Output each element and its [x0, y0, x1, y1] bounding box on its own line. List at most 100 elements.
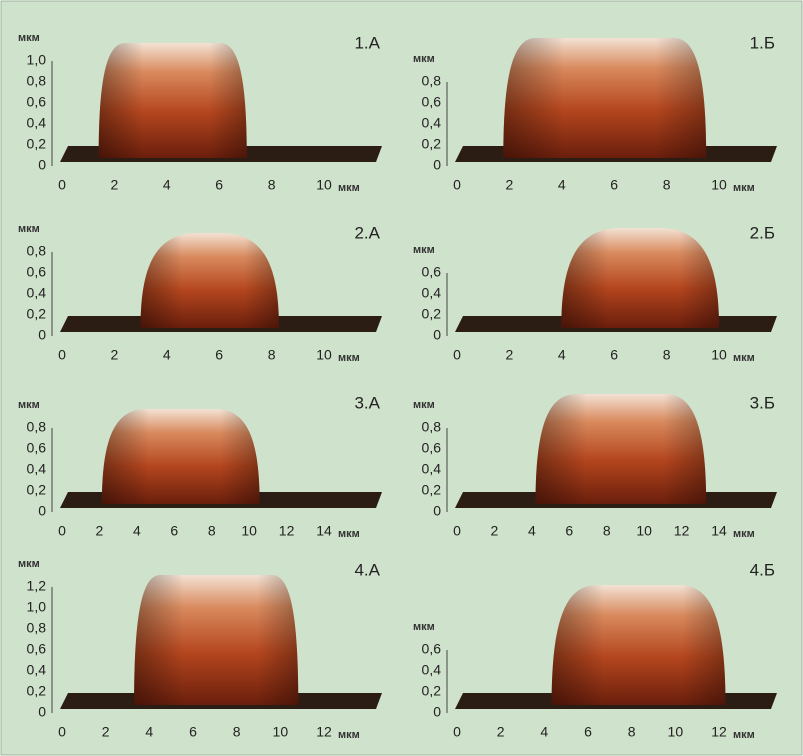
y-tick-label: 0,4 — [422, 285, 442, 301]
y-tick-label: 0 — [433, 157, 441, 173]
y-tick-label: 0,2 — [27, 683, 47, 699]
y-tick-label: 0,8 — [422, 419, 442, 435]
y-tick-label: 1,0 — [27, 52, 47, 68]
x-tick-label: 10 — [316, 177, 332, 193]
afm-shade — [536, 394, 707, 504]
x-tick-label: 8 — [268, 177, 276, 193]
y-unit: мкм — [413, 53, 435, 65]
y-tick-label: 0,8 — [422, 73, 442, 89]
x-tick-label: 6 — [215, 177, 223, 193]
y-tick-label: 0,6 — [422, 440, 442, 456]
x-tick-label: 8 — [233, 724, 241, 740]
x-tick-label: 10 — [636, 523, 652, 539]
y-tick-label: 0,4 — [27, 285, 47, 301]
x-tick-label: 4 — [163, 347, 171, 363]
x-tick-label: 0 — [58, 177, 66, 193]
y-tick-label: 0,2 — [27, 482, 47, 498]
afm-shade — [99, 43, 247, 158]
x-unit: мкм — [733, 352, 755, 364]
x-tick-label: 8 — [603, 523, 611, 539]
y-unit: мкм — [413, 244, 435, 256]
y-tick-label: 0,6 — [422, 264, 442, 280]
x-unit: мкм — [338, 528, 360, 540]
panel-label: 1.Б — [750, 33, 775, 52]
figure: мкм1,00,80,60,40,200246810мкм1.Амкм0,80,… — [0, 0, 803, 756]
x-tick-label: 0 — [453, 523, 461, 539]
y-unit: мкм — [18, 32, 40, 44]
y-tick-label: 0,4 — [422, 662, 442, 678]
x-tick-label: 10 — [273, 724, 289, 740]
afm-shade — [552, 585, 726, 705]
y-tick-label: 0,2 — [422, 306, 442, 322]
x-tick-label: 10 — [711, 347, 727, 363]
x-tick-label: 2 — [96, 523, 104, 539]
x-tick-label: 8 — [628, 724, 636, 740]
x-tick-label: 12 — [674, 523, 690, 539]
x-tick-label: 0 — [453, 724, 461, 740]
y-tick-label: 0,2 — [422, 482, 442, 498]
x-tick-label: 8 — [268, 347, 276, 363]
x-tick-label: 10 — [711, 177, 727, 193]
x-unit: мкм — [733, 182, 755, 194]
y-tick-label: 0,6 — [27, 94, 47, 110]
afm-shade — [561, 228, 719, 328]
y-tick-label: 0,6 — [422, 94, 442, 110]
x-unit: мкм — [338, 729, 360, 741]
x-tick-label: 2 — [111, 177, 119, 193]
y-tick-label: 0 — [38, 503, 46, 519]
x-tick-label: 4 — [133, 523, 141, 539]
x-unit: мкм — [733, 729, 755, 741]
x-tick-label: 10 — [241, 523, 257, 539]
x-tick-label: 6 — [215, 347, 223, 363]
y-unit: мкм — [18, 558, 40, 570]
y-tick-label: 0,8 — [27, 620, 47, 636]
x-tick-label: 2 — [506, 177, 514, 193]
afm-shade — [102, 409, 260, 504]
y-unit: мкм — [18, 399, 40, 411]
x-tick-label: 0 — [453, 347, 461, 363]
afm-shade — [141, 233, 279, 328]
panel-label: 4.А — [354, 560, 380, 579]
y-tick-label: 0 — [38, 157, 46, 173]
y-tick-label: 0,6 — [27, 641, 47, 657]
y-unit: мкм — [18, 223, 40, 235]
x-tick-label: 14 — [711, 523, 727, 539]
x-tick-label: 4 — [528, 523, 536, 539]
y-tick-label: 0,2 — [422, 683, 442, 699]
x-tick-label: 10 — [668, 724, 684, 740]
x-tick-label: 6 — [584, 724, 592, 740]
panel-label: 3.А — [354, 393, 380, 412]
y-tick-label: 0,4 — [27, 461, 47, 477]
x-tick-label: 0 — [58, 523, 66, 539]
y-tick-label: 0,6 — [27, 440, 47, 456]
afm-shade — [503, 38, 706, 158]
y-tick-label: 0,4 — [27, 662, 47, 678]
x-tick-label: 0 — [58, 347, 66, 363]
y-tick-label: 0,8 — [27, 419, 47, 435]
x-unit: мкм — [338, 352, 360, 364]
y-unit: мкм — [413, 399, 435, 411]
y-tick-label: 0 — [433, 503, 441, 519]
y-tick-label: 0 — [38, 327, 46, 343]
y-tick-label: 0 — [433, 327, 441, 343]
y-unit: мкм — [413, 621, 435, 633]
x-tick-label: 8 — [208, 523, 216, 539]
x-tick-label: 6 — [189, 724, 197, 740]
afm-shade — [134, 575, 298, 705]
x-tick-label: 0 — [453, 177, 461, 193]
x-tick-label: 6 — [170, 523, 178, 539]
x-tick-label: 10 — [316, 347, 332, 363]
panel-label: 2.Б — [750, 223, 775, 242]
x-tick-label: 2 — [111, 347, 119, 363]
y-tick-label: 0,4 — [422, 461, 442, 477]
x-tick-label: 6 — [565, 523, 573, 539]
y-tick-label: 0,8 — [27, 73, 47, 89]
x-tick-label: 0 — [58, 724, 66, 740]
x-tick-label: 4 — [163, 177, 171, 193]
y-tick-label: 0,2 — [27, 136, 47, 152]
x-tick-label: 4 — [558, 347, 566, 363]
y-tick-label: 1,2 — [27, 578, 47, 594]
x-tick-label: 4 — [558, 177, 566, 193]
x-unit: мкм — [733, 528, 755, 540]
x-tick-label: 6 — [610, 177, 618, 193]
